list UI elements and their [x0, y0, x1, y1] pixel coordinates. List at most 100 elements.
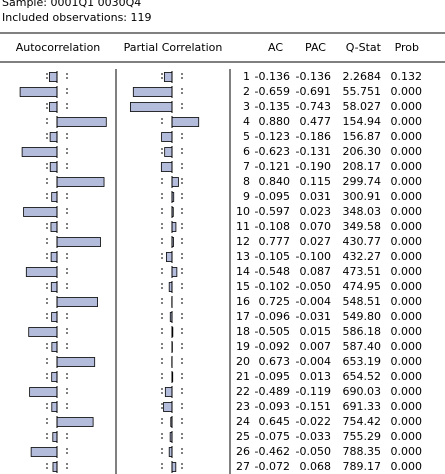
- correlation-bar: [56, 237, 101, 247]
- lag-cell: 1: [243, 70, 250, 83]
- pac-cell: -0.743: [296, 100, 331, 113]
- lag-cell: 19: [236, 340, 250, 353]
- qstat-cell: 2.2684: [343, 70, 382, 83]
- qstat-cell: 788.35: [343, 445, 382, 458]
- prob-cell: 0.000: [391, 250, 423, 263]
- correlation-bar: [163, 72, 173, 82]
- prob-cell: 0.000: [391, 295, 423, 308]
- qstat-cell: 473.51: [343, 265, 382, 278]
- ac-cell: -0.105: [255, 250, 290, 263]
- lag-cell: 12: [236, 235, 250, 248]
- ac-cell: -0.123: [255, 130, 290, 143]
- correlation-bar: [28, 327, 58, 337]
- correlation-bar: [163, 402, 173, 412]
- ac-cell: -0.462: [255, 445, 290, 458]
- qstat-cell: 548.51: [343, 295, 382, 308]
- pac-cell: 0.013: [300, 370, 332, 383]
- sample-text: Sample: 0001Q1 0030Q4: [2, 0, 141, 9]
- qstat-cell: 206.30: [343, 145, 382, 158]
- qstat-cell: 653.19: [343, 355, 382, 368]
- ac-cell: -0.095: [255, 190, 290, 203]
- qstat-cell: 432.27: [343, 250, 382, 263]
- correlation-bar: [56, 117, 107, 127]
- lag-cell: 24: [236, 415, 250, 428]
- lag-cell: 2: [243, 85, 250, 98]
- correlation-bar: [51, 312, 58, 322]
- correlation-bar: [51, 342, 58, 352]
- qstat-cell: 690.03: [343, 385, 382, 398]
- pac-cell: 0.115: [300, 175, 332, 188]
- lag-cell: 15: [236, 280, 250, 293]
- qstat-cell: 755.29: [343, 430, 382, 443]
- correlation-bar: [19, 87, 58, 97]
- lag-cell: 26: [236, 445, 250, 458]
- prob-cell: 0.000: [391, 85, 423, 98]
- qstat-cell: 549.80: [343, 310, 382, 323]
- correlation-bar: [49, 162, 58, 172]
- qstat-cell: 299.74: [343, 175, 382, 188]
- lag-cell: 7: [243, 160, 250, 173]
- correlation-bar: [51, 192, 58, 202]
- qstat-cell: 586.18: [343, 325, 382, 338]
- ac-cell: -0.121: [255, 160, 290, 173]
- correlation-bar: [171, 462, 177, 472]
- correlation-bar: [171, 117, 200, 127]
- lag-cell: 18: [236, 325, 250, 338]
- qstat-cell: 208.17: [343, 160, 382, 173]
- ac-cell: -0.623: [255, 145, 290, 158]
- prob-cell: 0.132: [391, 70, 423, 83]
- correlation-bar: [21, 147, 58, 157]
- correlation-bar: [52, 462, 58, 472]
- correlation-bar: [50, 282, 58, 292]
- correlation-bar: [171, 177, 179, 187]
- lag-cell: 20: [236, 355, 250, 368]
- pac-cell: -0.033: [296, 430, 331, 443]
- qstat-cell: 58.027: [343, 100, 382, 113]
- pac-cell: -0.004: [296, 295, 331, 308]
- correlation-bar: [129, 102, 173, 112]
- prob-cell: 0.000: [391, 325, 423, 338]
- correlation-bar: [160, 162, 173, 172]
- pac-cell: -0.190: [296, 160, 331, 173]
- ac-cell: -0.072: [255, 460, 290, 473]
- observations-text: Included observations: 119: [2, 11, 152, 24]
- correlation-bar: [56, 357, 96, 367]
- correlation-bar: [56, 417, 94, 427]
- pac-cell: -0.691: [296, 85, 331, 98]
- pac-cell: 0.477: [300, 115, 332, 128]
- lag-cell: 11: [236, 220, 250, 233]
- qstat-cell: 654.52: [343, 370, 382, 383]
- correlation-bar: [30, 447, 58, 457]
- prob-cell: 0.000: [391, 355, 423, 368]
- column-header: AC: [268, 41, 283, 54]
- lag-cell: 3: [243, 100, 250, 113]
- lag-cell: 25: [236, 430, 250, 443]
- qstat-cell: 691.33: [343, 400, 382, 413]
- prob-cell: 0.000: [391, 115, 423, 128]
- qstat-cell: 300.91: [343, 190, 382, 203]
- prob-cell: 0.000: [391, 100, 423, 113]
- pac-cell: 0.070: [300, 220, 332, 233]
- lag-cell: 22: [236, 385, 250, 398]
- correlation-bar: [50, 222, 58, 232]
- prob-cell: 0.000: [391, 370, 423, 383]
- pac-cell: -0.031: [296, 310, 331, 323]
- ac-cell: -0.095: [255, 370, 290, 383]
- correlation-bar: [25, 267, 58, 277]
- pac-cell: -0.100: [296, 250, 331, 263]
- pac-cell: 0.068: [300, 460, 332, 473]
- lag-cell: 21: [236, 370, 250, 383]
- pac-cell: -0.131: [296, 145, 331, 158]
- qstat-cell: 154.94: [343, 115, 382, 128]
- prob-cell: 0.000: [391, 280, 423, 293]
- column-header: Autocorrelation: [16, 41, 101, 54]
- correlation-bar: [165, 252, 173, 262]
- correlation-bar: [51, 372, 58, 382]
- lag-cell: 27: [236, 460, 250, 473]
- pac-cell: -0.022: [296, 415, 331, 428]
- prob-cell: 0.000: [391, 130, 423, 143]
- correlation-bar: [51, 402, 58, 412]
- lag-cell: 9: [243, 190, 250, 203]
- lag-cell: 10: [236, 205, 250, 218]
- ac-cell: -0.135: [255, 100, 290, 113]
